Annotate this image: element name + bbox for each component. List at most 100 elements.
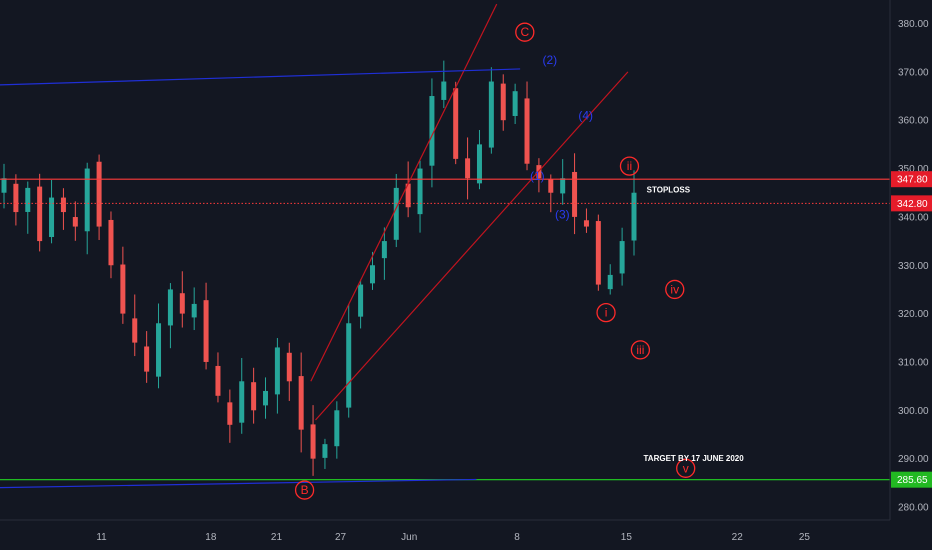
wave-text: (1) bbox=[530, 169, 545, 183]
candle-body bbox=[37, 186, 43, 242]
candle bbox=[381, 227, 387, 280]
price-tags: 347.80 342.80 285.65 bbox=[891, 171, 932, 488]
x-tick-label: 21 bbox=[271, 532, 283, 543]
candle bbox=[1, 163, 7, 209]
candle-body bbox=[310, 424, 316, 459]
wave-label: iv bbox=[665, 279, 685, 300]
candle-body bbox=[13, 183, 19, 213]
wave-text: ii bbox=[627, 159, 632, 173]
candle-body bbox=[251, 382, 257, 411]
candle bbox=[560, 159, 566, 205]
candle bbox=[191, 287, 197, 331]
candle bbox=[215, 352, 221, 403]
candle-body bbox=[322, 444, 328, 458]
wave-label: (1) bbox=[530, 169, 545, 183]
wave-label: v bbox=[676, 458, 696, 478]
candle-body bbox=[453, 88, 459, 159]
candle-body bbox=[263, 390, 269, 406]
candle bbox=[203, 282, 209, 370]
price-axis[interactable]: 280.00 290.00 300.00 310.00 320.00 330.00 340.… bbox=[889, 0, 929, 520]
candle bbox=[429, 78, 435, 188]
price-tag-box bbox=[891, 171, 932, 188]
candle bbox=[524, 81, 530, 171]
trendline bbox=[315, 71, 629, 421]
y-tick-label: 320.00 bbox=[898, 309, 929, 320]
x-tick-label: 27 bbox=[335, 532, 347, 543]
wave-label: (3) bbox=[555, 207, 570, 221]
candle-body bbox=[595, 221, 601, 285]
candle bbox=[417, 160, 423, 233]
annotations: STOPLOSS TARGET BY 17 JUNE 2020 bbox=[644, 186, 745, 463]
candle bbox=[251, 367, 257, 424]
wave-circle bbox=[676, 458, 696, 478]
candle-body bbox=[631, 192, 637, 241]
candle-body bbox=[167, 289, 173, 326]
trendline bbox=[310, 3, 498, 382]
candle bbox=[84, 162, 90, 255]
candle-body bbox=[203, 300, 209, 362]
wave-text: i bbox=[605, 306, 608, 320]
candle-body bbox=[417, 168, 423, 215]
trendline bbox=[0, 478, 477, 489]
candle-body bbox=[1, 178, 7, 193]
candle bbox=[60, 188, 66, 230]
candle-body bbox=[239, 381, 245, 423]
wave-label: B bbox=[294, 480, 315, 500]
candle-body bbox=[96, 161, 102, 227]
candle-body bbox=[393, 187, 399, 240]
candle-body bbox=[488, 81, 494, 148]
candle bbox=[583, 208, 589, 233]
candle-body bbox=[334, 410, 340, 447]
x-tick-label: 22 bbox=[732, 532, 744, 543]
candle bbox=[120, 246, 126, 324]
wave-label: iii bbox=[630, 340, 651, 360]
time-axis[interactable]: 11 18 21 27 Jun 8 15 22 25 bbox=[0, 519, 890, 543]
candle bbox=[607, 264, 613, 295]
candle-body bbox=[607, 274, 613, 290]
wave-circle bbox=[619, 156, 640, 176]
candle bbox=[405, 161, 411, 218]
candle bbox=[144, 331, 150, 383]
candle-body bbox=[369, 265, 375, 284]
candle bbox=[334, 401, 340, 459]
candle bbox=[346, 304, 352, 418]
candle bbox=[179, 271, 185, 328]
candle-body bbox=[274, 347, 280, 395]
candle bbox=[595, 214, 601, 291]
candle bbox=[500, 74, 506, 131]
x-tick-label: 11 bbox=[96, 532, 107, 543]
wave-label: (2) bbox=[542, 53, 557, 67]
candle-body bbox=[429, 96, 435, 166]
candle bbox=[156, 303, 162, 389]
x-tick-label: 25 bbox=[799, 532, 811, 543]
candle-body bbox=[560, 178, 566, 194]
wave-circle bbox=[596, 302, 616, 323]
candle bbox=[286, 342, 292, 401]
y-tick-label: 300.00 bbox=[898, 406, 929, 417]
candle-body bbox=[132, 318, 138, 343]
annotation-text: TARGET BY 17 JUNE 2020 bbox=[644, 454, 745, 463]
candle bbox=[322, 438, 328, 469]
candle bbox=[132, 294, 138, 357]
candle-body bbox=[405, 183, 411, 208]
candle bbox=[167, 283, 173, 349]
wave-label: C bbox=[515, 22, 535, 42]
wave-circle bbox=[630, 340, 651, 360]
candle bbox=[263, 377, 269, 419]
wave-text: (4) bbox=[578, 108, 593, 122]
candle-body bbox=[144, 346, 150, 372]
candle-body bbox=[25, 187, 31, 212]
price-tag: 347.80 bbox=[891, 171, 932, 188]
candle bbox=[548, 174, 554, 213]
candle-body bbox=[512, 91, 518, 116]
wave-label: (4) bbox=[578, 108, 593, 122]
candle-body bbox=[619, 241, 625, 274]
y-tick-label: 350.00 bbox=[898, 164, 929, 175]
price-tag-box bbox=[891, 471, 932, 488]
candle-body bbox=[381, 241, 387, 259]
price-tag-text: 347.80 bbox=[897, 175, 928, 186]
candle-body bbox=[358, 284, 364, 317]
candle bbox=[369, 251, 375, 290]
x-tick-label: 8 bbox=[514, 532, 520, 543]
